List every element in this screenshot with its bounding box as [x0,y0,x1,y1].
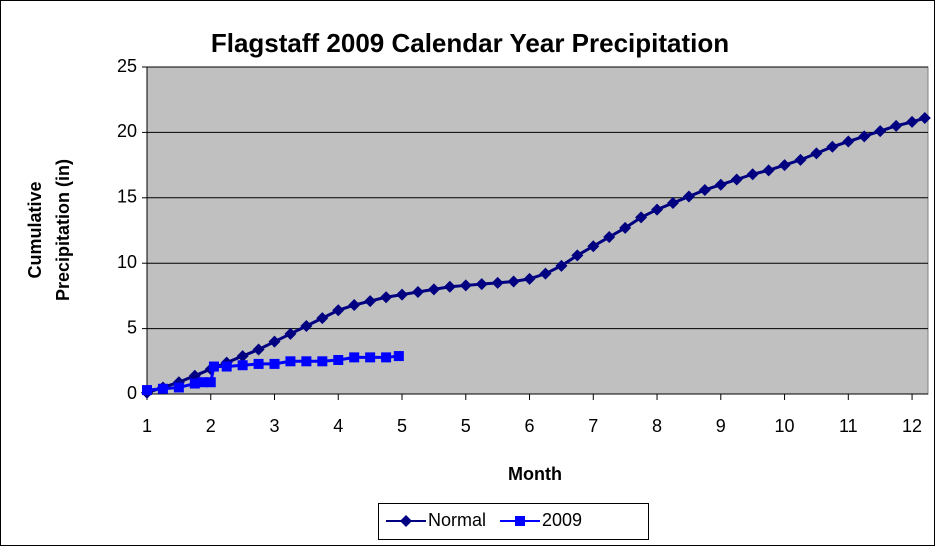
data-point [173,382,184,393]
y-tick-label: 20 [117,121,137,141]
data-point [778,159,791,172]
data-point [571,249,584,262]
x-tick-label: 4 [333,416,343,436]
data-point [842,135,855,148]
data-point [507,275,520,288]
data-point [236,350,249,363]
data-point [333,354,344,365]
data-point [730,173,743,186]
y-axis-label: Precipitation (in) [53,159,73,301]
data-point [459,279,472,292]
data-point [523,272,536,285]
data-point [666,197,679,210]
legend-label: 2009 [542,510,582,530]
data-point [301,356,312,367]
y-tick-label: 15 [117,187,137,207]
data-point [698,183,711,196]
data-point [587,240,600,253]
legend-label: Normal [428,510,486,530]
x-tick-label: 1 [142,416,152,436]
data-point [396,288,409,301]
data-point [237,360,248,371]
data-point [285,356,296,367]
data-point [794,153,807,166]
data-point [651,203,664,216]
legend-marker [400,515,412,527]
data-point [762,164,775,177]
data-point [393,351,404,362]
data-point [317,356,328,367]
data-point [411,285,424,298]
data-point [443,280,456,293]
data-point [380,291,393,304]
data-point [619,221,632,234]
data-point [365,352,376,363]
data-point [858,130,871,143]
x-tick-label: 9 [716,416,726,436]
data-point [332,304,345,317]
y-tick-label: 5 [127,317,137,337]
data-point [635,211,648,224]
x-tick-label: 6 [525,416,535,436]
data-point [316,312,329,325]
y-tick-label: 25 [117,56,137,76]
data-point [197,377,208,388]
x-tick-label: 3 [270,416,280,436]
data-point [826,140,839,153]
x-tick-label: 8 [652,416,662,436]
data-point [539,267,552,280]
plot-background [146,66,929,395]
x-tick-label: 5 [397,416,407,436]
data-point [221,361,232,372]
y-tick-label: 10 [117,252,137,272]
x-axis-label: Month [508,464,562,484]
y-axis-label: Cumulative [25,181,45,278]
data-point [427,283,440,296]
plot-area [141,66,931,400]
data-point [475,278,488,291]
x-tick-label: 11 [839,416,858,436]
x-tick-label: 12 [902,416,922,436]
data-point [269,358,280,369]
data-point [142,385,152,396]
data-point [349,352,360,363]
y-tick-label: 0 [127,383,137,403]
data-point [157,383,168,394]
data-point [268,335,281,348]
data-point [603,231,616,244]
data-point [208,361,219,372]
chart-title: Flagstaff 2009 Calendar Year Precipitati… [211,28,729,58]
legend: Normal 2009 [378,503,649,540]
data-point [714,178,727,191]
x-tick-label: 2 [206,416,216,436]
data-point [682,190,695,203]
data-point [555,259,568,272]
data-point [348,299,361,312]
data-point [189,378,200,389]
data-point [364,295,377,308]
data-point [491,276,504,289]
x-tick-label: 7 [588,416,598,436]
data-point [746,168,759,181]
data-point [252,343,265,356]
data-point [205,377,216,388]
data-point [918,112,931,125]
data-point [810,147,823,160]
legend-marker [515,516,526,526]
data-point [300,319,313,332]
x-tick-label: 10 [775,416,795,436]
data-point [906,115,919,128]
data-point [890,119,903,132]
x-tick-label: 5 [461,416,471,436]
data-point [284,327,297,340]
data-point [253,358,264,369]
data-point [381,352,392,363]
data-point [874,125,887,138]
